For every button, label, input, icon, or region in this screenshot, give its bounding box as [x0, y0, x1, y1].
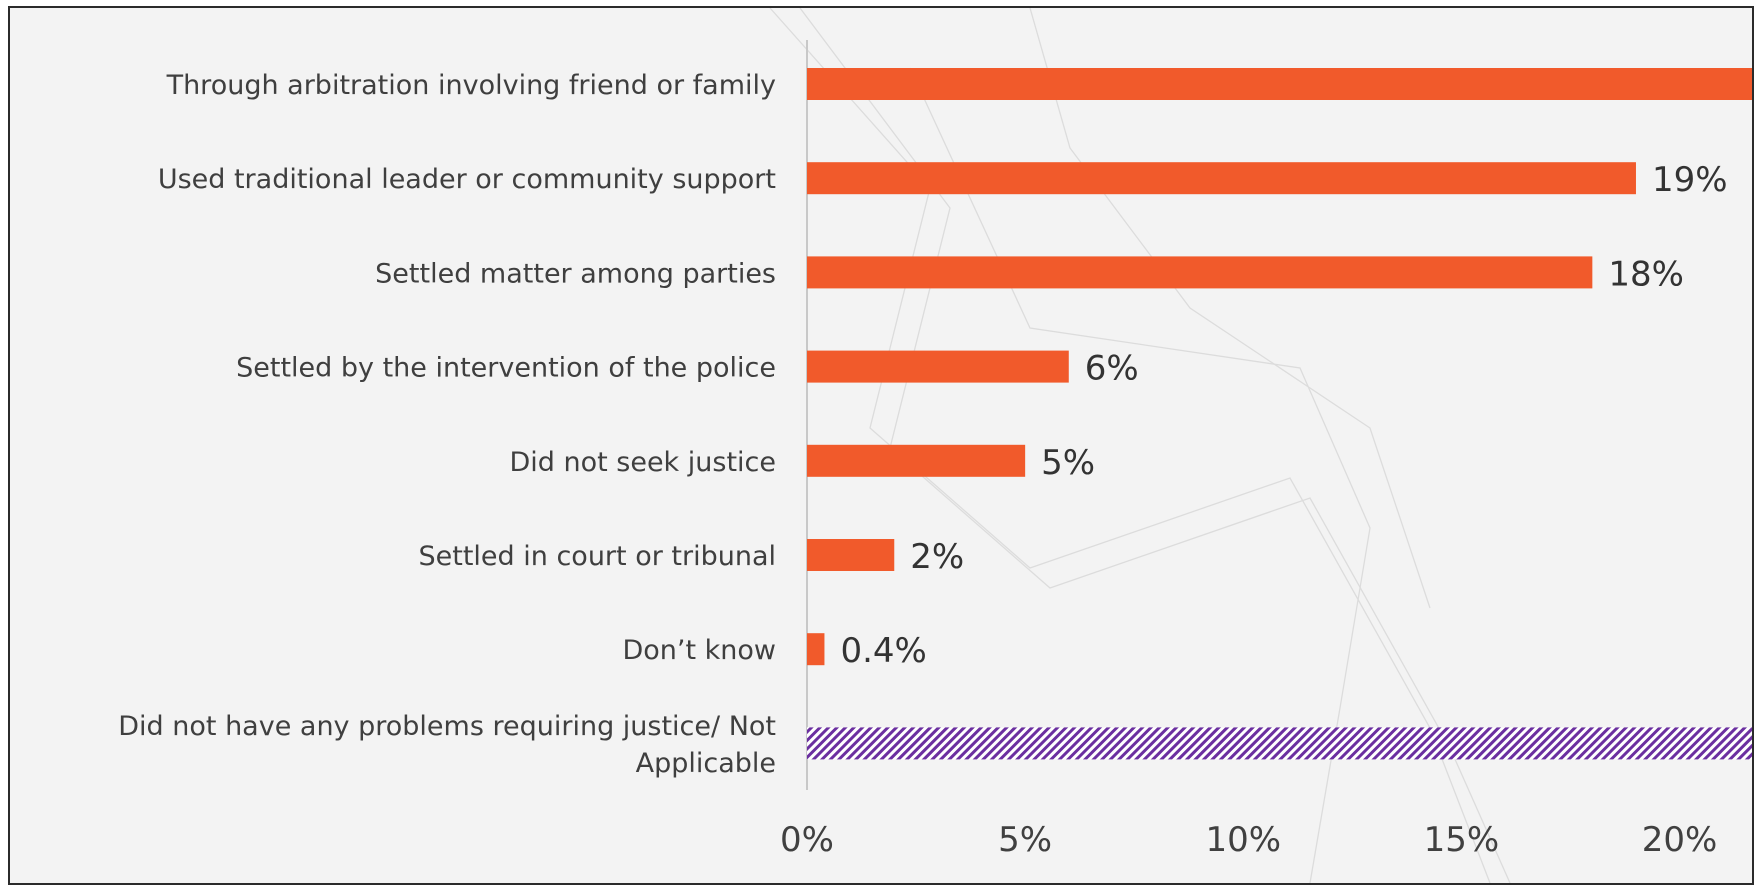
- value-label: 5%: [1041, 443, 1095, 483]
- bar: [807, 256, 1593, 289]
- bar-chart: 0%5%10%15%20%25%30% Through arbitration …: [118, 8, 1752, 883]
- category-label: Through arbitration involving friend or …: [166, 70, 776, 101]
- value-label: 19%: [1652, 160, 1728, 200]
- bar: [807, 539, 895, 571]
- category-label: Did not have any problems requiring just…: [118, 711, 776, 779]
- bar: [807, 350, 1069, 383]
- category-label: Settled matter among parties: [375, 258, 776, 289]
- value-label: 6%: [1085, 349, 1139, 389]
- value-label: 0.4%: [840, 631, 926, 671]
- bar-hatched: [807, 727, 1752, 760]
- x-tick-label: 5%: [998, 820, 1052, 860]
- x-tick-label: 10%: [1206, 820, 1282, 860]
- bar: [807, 444, 1026, 477]
- x-tick-label: 15%: [1424, 820, 1500, 860]
- x-tick-label: 0%: [780, 820, 834, 860]
- category-label: Did not seek justice: [509, 447, 776, 478]
- bar: [807, 68, 1752, 100]
- x-tick-label: 20%: [1642, 820, 1718, 860]
- category-label: Settled by the intervention of the polic…: [236, 353, 776, 384]
- category-label: Used traditional leader or community sup…: [158, 164, 776, 195]
- bar: [807, 162, 1636, 195]
- value-label: 18%: [1608, 254, 1684, 294]
- category-label: Don’t know: [622, 635, 776, 666]
- value-label: 2%: [910, 537, 964, 577]
- chart-frame: 0%5%10%15%20%25%30% Through arbitration …: [8, 6, 1754, 885]
- category-label: Settled in court or tribunal: [419, 541, 777, 572]
- bar: [807, 633, 825, 666]
